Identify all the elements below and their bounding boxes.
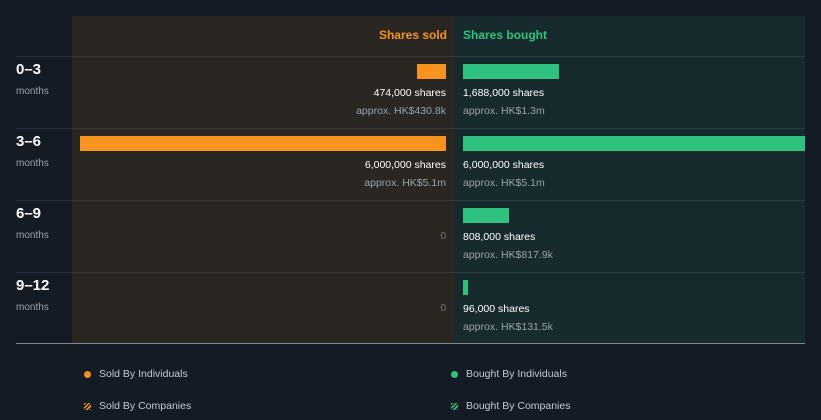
legend-item: Bought By Companies — [451, 400, 570, 412]
sold-shares-label: 6,000,000 shares — [364, 159, 446, 171]
bought-shares-label: 96,000 shares — [463, 303, 530, 315]
shares-bought-header: Shares bought — [463, 28, 548, 42]
legend-label: Bought By Companies — [466, 400, 571, 412]
period-unit-label: months — [16, 86, 49, 97]
bought-bar — [463, 136, 805, 151]
bought-value-label: approx. HK$817.9k — [463, 249, 553, 261]
period-label: 3–6 — [16, 133, 42, 150]
shares-sold-header: Shares sold — [378, 28, 447, 42]
legend-hatch-icon — [84, 402, 91, 410]
sold-panel — [72, 16, 454, 344]
row-divider — [16, 272, 805, 273]
sold-zero-label: 0 — [440, 231, 446, 242]
legend-dot-icon — [451, 370, 458, 378]
period-label: 6–9 — [16, 205, 42, 222]
baseline — [16, 343, 805, 344]
row-divider — [16, 56, 805, 57]
bought-bar — [463, 64, 559, 79]
bought-value-label: approx. HK$1.3m — [463, 105, 545, 117]
bought-bar — [463, 208, 509, 223]
sold-value-label: approx. HK$5.1m — [364, 177, 446, 189]
bought-shares-label: 1,688,000 shares — [463, 87, 545, 99]
legend-label: Sold By Individuals — [99, 368, 188, 380]
legend-item: Sold By Companies — [84, 400, 191, 412]
sold-bar — [417, 64, 446, 79]
bought-shares-label: 6,000,000 shares — [463, 159, 545, 171]
legend-item: Sold By Individuals — [84, 368, 188, 380]
legend-label: Sold By Companies — [99, 400, 192, 412]
bought-bar — [463, 280, 468, 295]
bought-shares-label: 808,000 shares — [463, 231, 536, 243]
sold-shares-label: 474,000 shares — [373, 87, 446, 99]
sold-zero-label: 0 — [440, 303, 446, 314]
period-unit-label: months — [16, 158, 49, 169]
bought-value-label: approx. HK$131.5k — [463, 321, 553, 333]
row-divider — [16, 128, 805, 129]
period-unit-label: months — [16, 230, 49, 241]
period-label: 0–3 — [16, 61, 42, 78]
sold-value-label: approx. HK$430.8k — [356, 105, 446, 117]
legend-hatch-icon — [451, 402, 458, 410]
bought-value-label: approx. HK$5.1m — [463, 177, 545, 189]
period-label: 9–12 — [16, 277, 50, 294]
period-unit-label: months — [16, 302, 49, 313]
row-divider — [16, 200, 805, 201]
legend-label: Bought By Individuals — [466, 368, 567, 380]
sold-bar — [80, 136, 446, 151]
legend-dot-icon — [84, 370, 91, 378]
legend-item: Bought By Individuals — [451, 368, 567, 380]
